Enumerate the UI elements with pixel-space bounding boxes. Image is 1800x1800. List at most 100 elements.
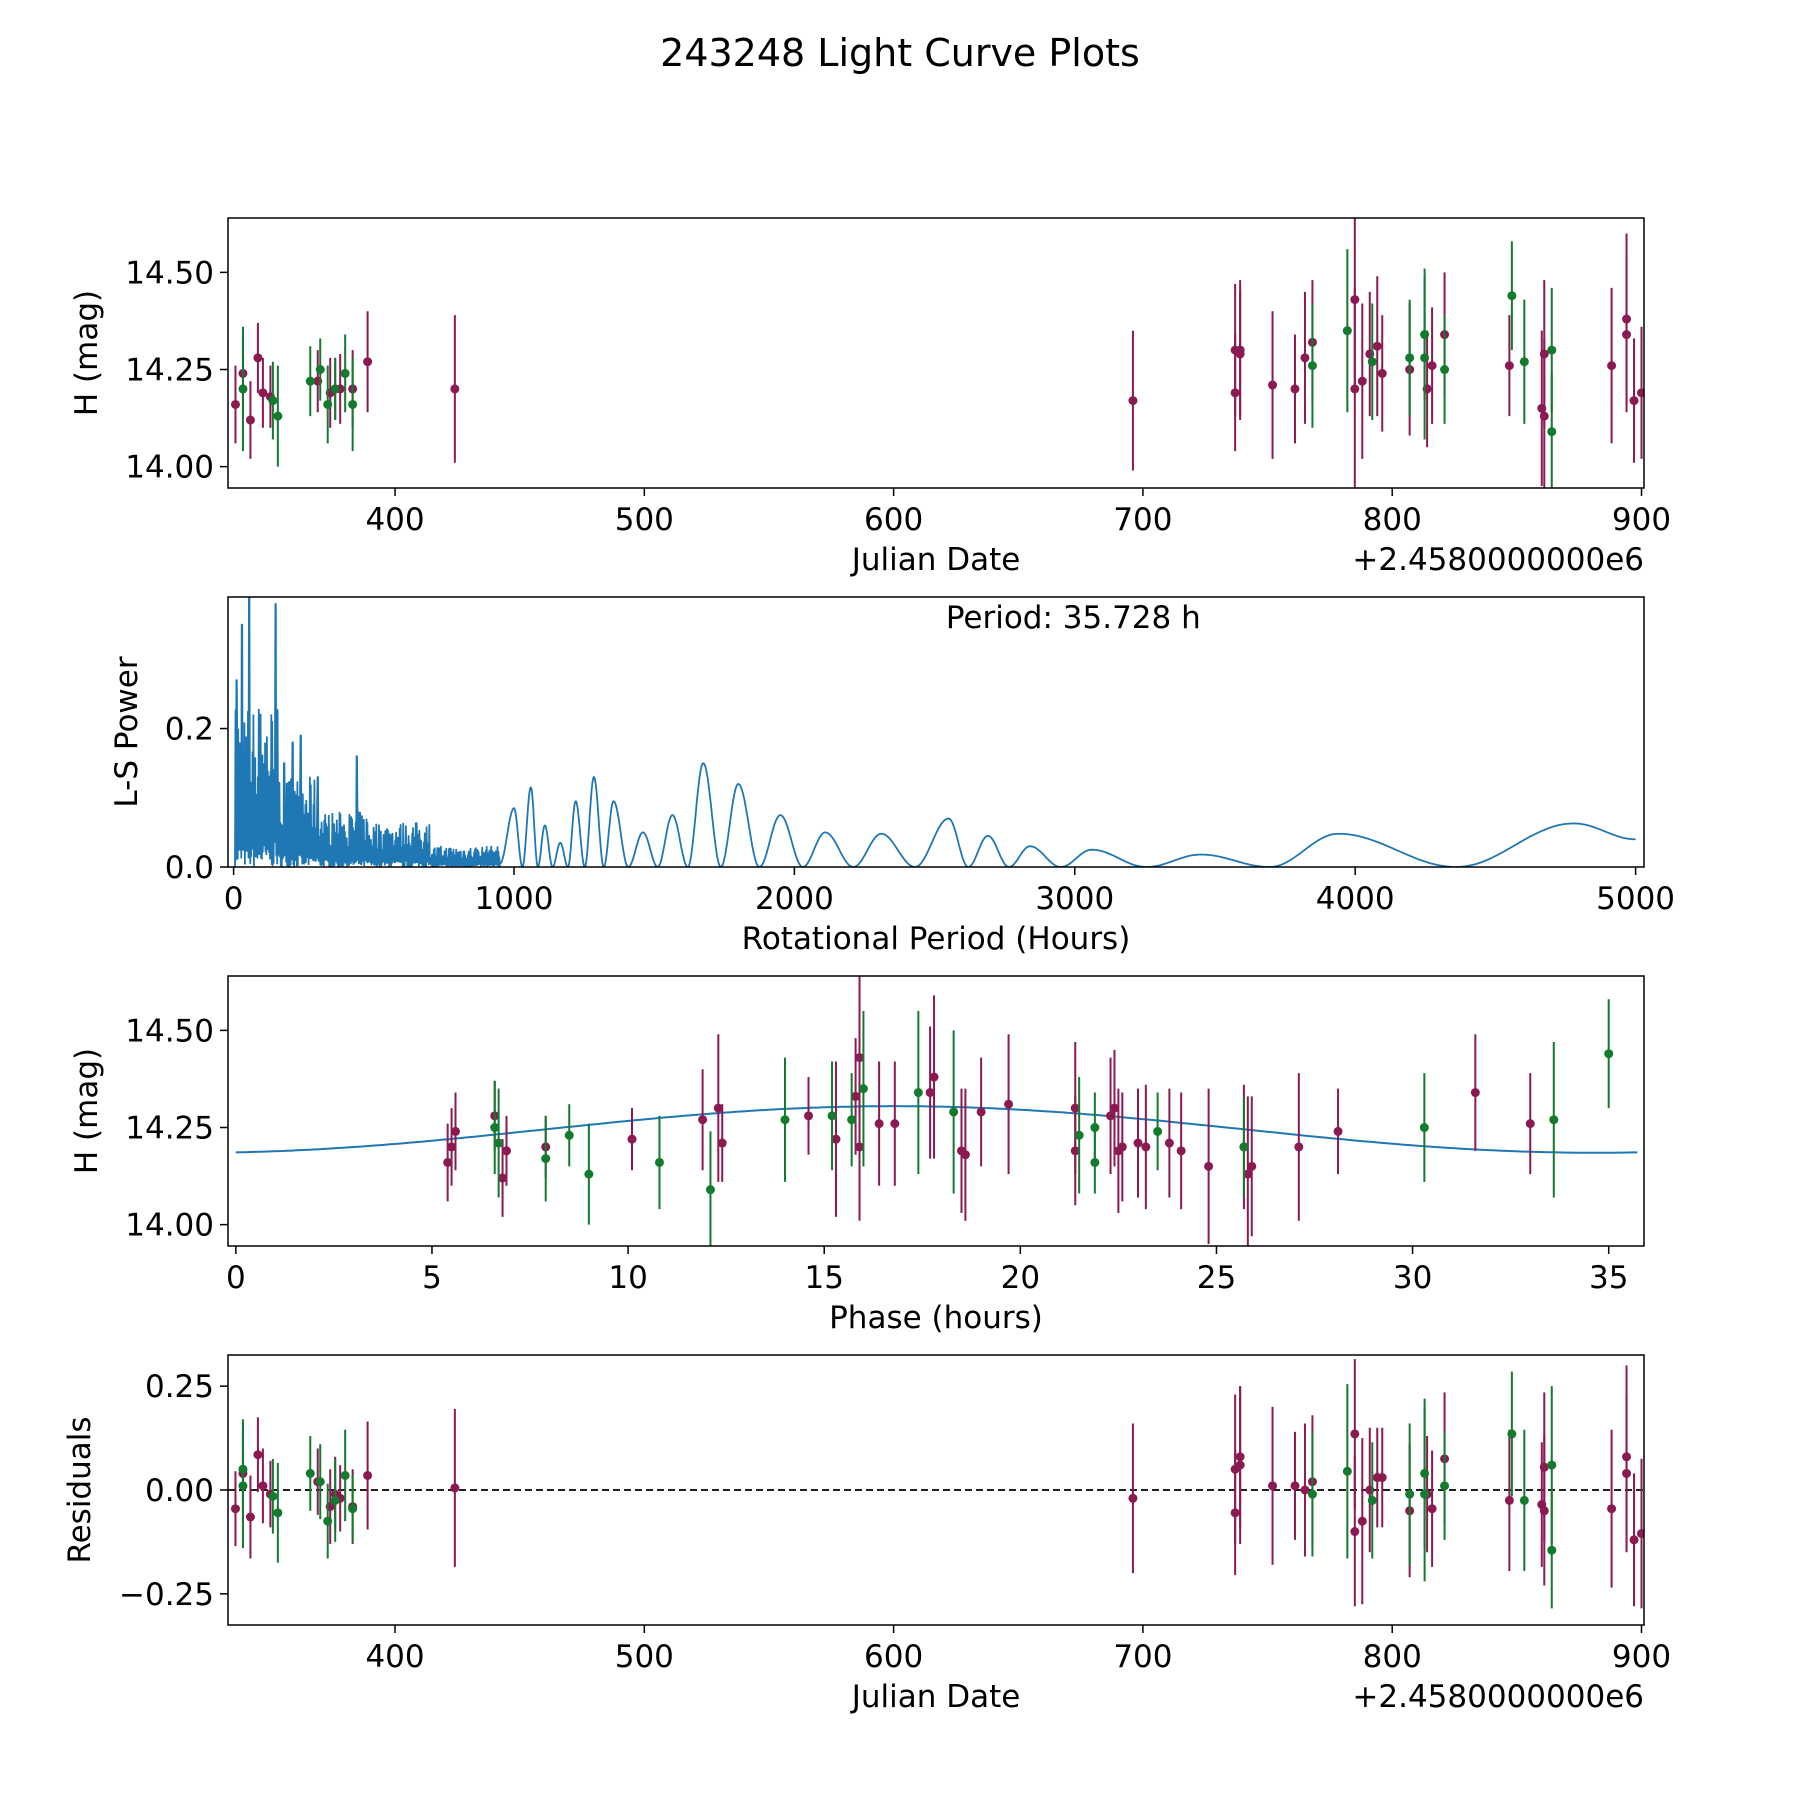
lc-xtick-label: 500	[615, 502, 674, 538]
ls-power-curve	[234, 597, 1636, 867]
phase-xlabel: Phase (hours)	[829, 1300, 1043, 1336]
phase-data-point	[1153, 1126, 1163, 1136]
lc-ticks: 400 500 600 700 800 900 14.00 14.25 14.50	[125, 255, 1671, 538]
phase-data-point	[443, 1157, 453, 1167]
lc-data-point	[1547, 427, 1557, 437]
resid-data-point	[1342, 1466, 1352, 1476]
periodogram-panel: 0 1000 2000 3000 4000 5000 0.0 0.2 Rotational P…	[109, 596, 1675, 957]
lc-data-point	[330, 384, 340, 394]
lc-data-point	[1504, 361, 1514, 371]
lc-ytick-label: 14.25	[125, 353, 214, 389]
resid-data-point	[1300, 1485, 1310, 1495]
lc-series-green	[238, 241, 1557, 488]
phase-data-point	[490, 1123, 500, 1133]
lc-data-point	[323, 399, 333, 409]
lc-data-point	[238, 384, 248, 394]
resid-data-point	[1547, 1460, 1557, 1470]
phase-data-point	[1525, 1119, 1535, 1129]
resid-data-point	[1405, 1489, 1415, 1499]
phase-data-point	[1090, 1157, 1100, 1167]
resid-data-point	[1268, 1481, 1278, 1491]
ls-ytick-label: 0.2	[165, 712, 214, 748]
resid-data-point	[1440, 1481, 1450, 1491]
resid-data-point	[1350, 1429, 1360, 1439]
phase-data-point	[804, 1111, 814, 1121]
phase-data-point	[976, 1107, 986, 1117]
phase-xtick-label: 30	[1393, 1260, 1432, 1296]
phase-plot-area	[235, 976, 1638, 1246]
resid-data-point	[238, 1464, 248, 1474]
lc-data-point	[1372, 341, 1382, 351]
resid-data-point	[1504, 1495, 1514, 1505]
lc-data-point	[1377, 368, 1387, 378]
phase-folded-panel: 0 5 10 15 20 25 30 35 14.00 14.25 14.50 Phase (hou…	[69, 975, 1645, 1336]
ls-xtick-label: 3000	[1035, 881, 1114, 917]
lc-series-red	[230, 218, 1644, 488]
lc-data-point	[1367, 357, 1377, 367]
resid-data-point	[1519, 1495, 1529, 1505]
lc-data-point	[1507, 291, 1517, 301]
lc-data-point	[1629, 396, 1639, 406]
phase-frame	[227, 975, 1645, 1247]
resid-data-point	[258, 1481, 268, 1491]
resid-data-point	[1420, 1489, 1430, 1499]
phase-ytick-label: 14.00	[125, 1208, 214, 1244]
resid-x-offset: +2.4580000000e6	[1352, 1679, 1644, 1715]
ls-xtick-label: 2000	[755, 881, 834, 917]
lc-data-point	[230, 399, 240, 409]
resid-data-point	[323, 1516, 333, 1526]
ls-xtick-label: 1000	[475, 881, 554, 917]
phase-ytick-label: 14.50	[125, 1013, 214, 1049]
ls-ticks: 0 1000 2000 3000 4000 5000 0.0 0.2	[165, 712, 1675, 917]
phase-data-point	[447, 1142, 457, 1152]
ls-ytick-label: 0.0	[165, 850, 214, 886]
resid-data-point	[348, 1504, 358, 1514]
lc-data-point	[1307, 361, 1317, 371]
lc-x-offset: +2.4580000000e6	[1352, 542, 1644, 578]
resid-ytick-label: 0.25	[145, 1369, 214, 1405]
phase-data-point	[1070, 1103, 1080, 1113]
phase-data-point	[960, 1150, 970, 1160]
phase-series-red	[443, 976, 1535, 1246]
phase-ytick-label: 14.25	[125, 1111, 214, 1147]
lc-xtick-label: 800	[1363, 502, 1422, 538]
phase-data-point	[713, 1103, 723, 1113]
ls-xtick-label: 4000	[1316, 881, 1395, 917]
phase-data-point	[705, 1185, 715, 1195]
lc-ylabel: H (mag)	[69, 290, 105, 416]
lc-plot-area	[230, 218, 1644, 488]
lc-data-point	[1420, 353, 1430, 363]
resid-ylabel: Residuals	[62, 1416, 98, 1563]
phase-data-point	[831, 1134, 841, 1144]
resid-data-point	[245, 1512, 255, 1522]
light-curve-panel: 400 500 600 700 800 900 14.00 14.25 14.50 Julian…	[69, 217, 1671, 578]
resid-data-point	[1427, 1504, 1437, 1514]
lc-data-point	[1427, 361, 1437, 371]
phase-xtick-label: 0	[226, 1260, 246, 1296]
phase-data-point	[1419, 1123, 1429, 1133]
lc-data-point	[1607, 361, 1617, 371]
phase-data-point	[1164, 1138, 1174, 1148]
phase-data-point	[855, 1053, 865, 1063]
lc-data-point	[348, 399, 358, 409]
resid-data-point	[1377, 1473, 1387, 1483]
phase-data-point	[780, 1115, 790, 1125]
period-annotation: Period: 35.728 h	[946, 600, 1201, 636]
phase-data-point	[1247, 1161, 1257, 1171]
phase-ticks: 0 5 10 15 20 25 30 35 14.00 14.25 14.50	[125, 1013, 1628, 1296]
ls-xtick-label: 5000	[1596, 881, 1675, 917]
phase-data-point	[1117, 1142, 1127, 1152]
resid-data-point	[230, 1504, 240, 1514]
residuals-panel: 400 500 600 700 800 900 −0.25 0.00 0.25 Julian D…	[62, 1354, 1671, 1715]
phase-data-point	[1604, 1049, 1614, 1059]
lc-data-point	[1440, 365, 1450, 375]
lc-xtick-label: 600	[864, 502, 923, 538]
resid-data-point	[253, 1450, 263, 1460]
lc-data-point	[1235, 349, 1245, 359]
resid-data-point	[1622, 1468, 1632, 1478]
phase-data-point	[1090, 1123, 1100, 1133]
lc-data-point	[1405, 353, 1415, 363]
lc-data-point	[1350, 295, 1360, 305]
lc-data-point	[1519, 357, 1529, 367]
